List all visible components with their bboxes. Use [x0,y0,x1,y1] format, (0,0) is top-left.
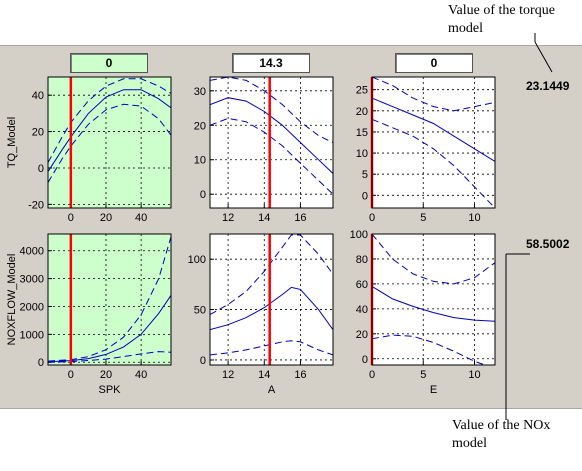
series-line-1 [210,77,333,143]
plot-frame [209,233,334,366]
x-tick-label: 14 [258,212,270,224]
x-tick-label: 20 [100,212,112,224]
x-tick-label: 0 [68,212,74,224]
y-tick-label: 60 [356,279,368,291]
y-tick-label: 15 [356,127,368,139]
series-line-1 [48,78,171,163]
plot-4: 12 14 16 0 50 100 A [188,233,334,396]
y-tick-label: 100 [350,229,368,241]
plot-background [48,77,171,208]
y-axis-label: TQ_Model [6,117,18,168]
y-tick-label: 20 [32,127,44,139]
series-line-1 [48,236,171,362]
y-tick-label: 4000 [20,246,44,258]
y-tick-label: 10 [356,148,368,160]
series-line-0 [48,295,171,363]
y-tick-label: 3000 [20,274,44,286]
x-tick-label: 0 [369,369,375,381]
x-tick-label: 10 [468,369,480,381]
nox-annotation: Value of the NOx model [452,418,551,451]
y-tick-label: 5 [362,169,368,181]
plot-frame [47,233,172,366]
plot-1: 12 14 16 0 10 20 30 [194,76,334,224]
y-tick-label: 20 [194,120,206,132]
x-tick-label: 12 [222,212,234,224]
series-line-0 [210,97,333,174]
x-tick-label: 0 [369,212,375,224]
plot-frame [371,76,496,209]
y-tick-label: 0 [200,189,206,201]
series-line-0 [372,285,495,322]
series-line-1 [372,234,495,285]
x-tick-label: 10 [468,212,480,224]
x-axis-label: E [430,384,437,396]
plot-2: 0 5 10 0 5 10 15 20 25 [356,76,496,224]
x-tick-label: 40 [135,369,147,381]
nox-value-readout: 58.5002 [526,237,570,251]
plot-frame [371,233,496,366]
x-tick-label: 16 [294,369,306,381]
y-tick-label: 0 [362,190,368,202]
y-tick-label: 50 [194,305,206,317]
y-tick-label: 80 [356,254,368,266]
y-tick-label: 1000 [20,329,44,341]
y-tick-label: 40 [356,304,368,316]
y-tick-label: 40 [32,90,44,102]
y-tick-label: 0 [38,163,44,175]
plot-frame [209,76,334,209]
x-tick-label: 14 [258,369,270,381]
plot-background [210,77,333,208]
torque-value-readout: 23.1449 [526,79,570,93]
x-tick-label: 5 [420,212,426,224]
a-value-input[interactable]: 14.3 [232,53,310,73]
y-tick-label: 0 [38,357,44,369]
plot-frame [47,76,172,209]
y-tick-label: 20 [356,329,368,341]
y-tick-label: 10 [194,155,206,167]
plot-background [372,234,495,365]
plot-0: 0 20 40 -20 0 20 40 TQ_Model [6,76,172,224]
y-tick-label: -20 [28,199,44,211]
y-tick-label: 20 [356,106,368,118]
torque-leader-line [534,41,553,73]
x-axis-label: A [268,384,276,396]
series-line-2 [210,117,333,195]
x-tick-label: 20 [100,369,112,381]
torque-annotation: Value of the torque model [448,3,555,36]
x-tick-label: 16 [294,212,306,224]
series-line-1 [372,77,495,112]
series-line-0 [372,97,495,162]
series-line-2 [48,103,171,183]
y-tick-label: 25 [356,85,368,97]
series-line-0 [48,89,171,172]
y-tick-label: 0 [362,354,368,366]
series-line-2 [210,340,333,356]
y-tick-label: 0 [200,355,206,367]
x-tick-label: 12 [222,369,234,381]
y-tick-label: 2000 [20,301,44,313]
spk-value-input[interactable]: 0 [70,53,148,73]
x-tick-label: 5 [420,369,426,381]
plot-background [210,234,333,365]
e-value-input[interactable]: 0 [395,53,473,73]
x-axis-label: SPK [98,384,121,396]
y-axis-label: NOXFLOW_Model [6,254,18,346]
y-tick-label: 100 [188,254,206,266]
series-line-1 [210,234,333,316]
plot-background [48,234,171,365]
series-line-2 [48,351,171,363]
series-line-0 [210,286,333,331]
series-line-2 [372,118,495,208]
x-tick-label: 0 [68,369,74,381]
x-tick-label: 40 [135,212,147,224]
y-tick-label: 30 [194,86,206,98]
